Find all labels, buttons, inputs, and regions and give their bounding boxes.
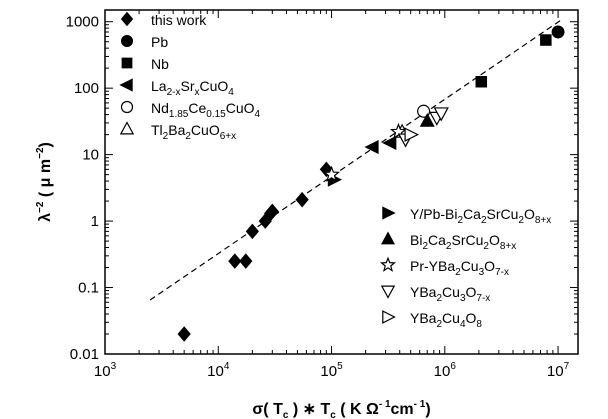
- y-axis-title-group: λ−2 ( μ m−2): [35, 142, 54, 222]
- data-point: [551, 25, 565, 39]
- legend-marker: [380, 285, 396, 299]
- legend-label: Y/Pb-Bi2Ca2SrCu2O8+x: [410, 206, 551, 226]
- y-tick-label: 1: [91, 213, 99, 230]
- legend-label: Bi2Ca2SrCu2O8+x: [410, 232, 516, 252]
- legend: this work Pb Nb La2-xSrxCuO4Nd1.85Ce0.15CuO…: [119, 11, 551, 330]
- legend-marker: [380, 231, 396, 245]
- data-point: [322, 165, 341, 182]
- data-point: [404, 127, 420, 142]
- data-point: [177, 326, 191, 342]
- legend-marker: [120, 34, 134, 48]
- x-axis-title: σ( Tc ) ∗ Tc ( K Ω- 1cm- 1): [252, 399, 430, 419]
- data-point: [540, 34, 552, 46]
- data-point: [239, 253, 253, 269]
- fit-line-layer: [149, 18, 564, 301]
- legend-label: Nd1.85Ce0.15CuO4: [151, 100, 261, 120]
- y-tick-label: 0.1: [78, 280, 99, 297]
- legend-marker: [119, 121, 135, 135]
- legend-label: La2-xSrxCuO4: [151, 78, 234, 98]
- legend-marker: [120, 11, 134, 27]
- y-tick-label: 10: [82, 147, 99, 164]
- legend-label: Pr-YBa2Cu3O7-x: [410, 258, 509, 278]
- legend-label: YBa2Cu4O8: [410, 310, 482, 330]
- legend-label: Nb: [151, 56, 169, 72]
- data-point: [245, 223, 259, 240]
- legend-label: YBa2Cu3O7-x: [410, 284, 490, 304]
- legend-label: Pb: [151, 34, 168, 50]
- x-tick-label: 105: [320, 361, 343, 380]
- legend-marker: [121, 57, 133, 69]
- data-point: [417, 104, 431, 118]
- data-point: [475, 75, 488, 88]
- data-point: [228, 253, 242, 269]
- x-tick-label: 103: [94, 361, 117, 380]
- legend-label: Tl2Ba2CuO6+x: [151, 122, 236, 142]
- data-points: [177, 25, 565, 342]
- legend-marker: [382, 310, 396, 324]
- data-point: [265, 203, 279, 220]
- legend-marker: [379, 256, 397, 272]
- y-tick-label: 100: [74, 80, 99, 97]
- legend-label: this work: [151, 12, 207, 28]
- y-tick-label: 0.01: [70, 346, 99, 363]
- plot-frame: [104, 9, 579, 355]
- data-point: [419, 113, 435, 127]
- y-axis-title: λ−2 ( μ m−2): [35, 142, 54, 222]
- data-point: [295, 191, 309, 208]
- x-tick-label: 107: [547, 361, 570, 380]
- axis-labels: 103 104 105 106 107 0.01 0.1 1 10 100 1000 σ( Tc ) …: [35, 14, 570, 419]
- legend-marker: [120, 100, 134, 114]
- fit-line: [149, 18, 564, 301]
- x-tick-label: 104: [207, 361, 230, 380]
- data-point: [433, 107, 449, 122]
- axis-ticks: [104, 10, 578, 355]
- data-point: [389, 122, 408, 140]
- legend-marker: [119, 78, 133, 92]
- data-point: [382, 135, 397, 151]
- data-point: [364, 139, 379, 155]
- x-tick-label: 106: [434, 361, 457, 380]
- legend-marker: [382, 206, 396, 220]
- y-tick-label: 1000: [66, 14, 99, 31]
